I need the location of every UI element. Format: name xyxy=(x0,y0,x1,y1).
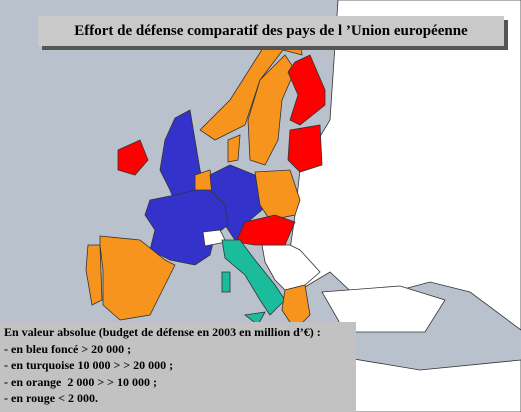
france xyxy=(144,189,229,266)
legend-item: - en rouge < 2 000. xyxy=(4,391,98,405)
sicily xyxy=(244,311,266,326)
non-eu-land xyxy=(289,0,521,331)
norway xyxy=(199,31,303,141)
map-title: Effort de défense comparatif des pays de… xyxy=(38,16,504,46)
legend-heading: En valeur absolue (budget de défense en … xyxy=(4,325,321,339)
spain xyxy=(99,235,176,321)
legend: En valeur absolue (budget de défense en … xyxy=(0,322,356,412)
portugal xyxy=(85,244,103,306)
finland xyxy=(287,54,326,126)
legend-item: - en orange 2 000 > > 10 000 ; xyxy=(4,374,157,389)
poland xyxy=(254,169,301,221)
legend-item: - en turquoise 10 000 > > 20 000 ; xyxy=(4,358,174,372)
legend-item: - en bleu foncé > 20 000 ; xyxy=(4,341,132,356)
italy xyxy=(221,239,286,316)
ireland xyxy=(117,139,149,176)
sweden xyxy=(247,54,296,166)
denmark xyxy=(227,134,241,163)
sardinia xyxy=(221,271,231,293)
baltics xyxy=(287,124,323,173)
